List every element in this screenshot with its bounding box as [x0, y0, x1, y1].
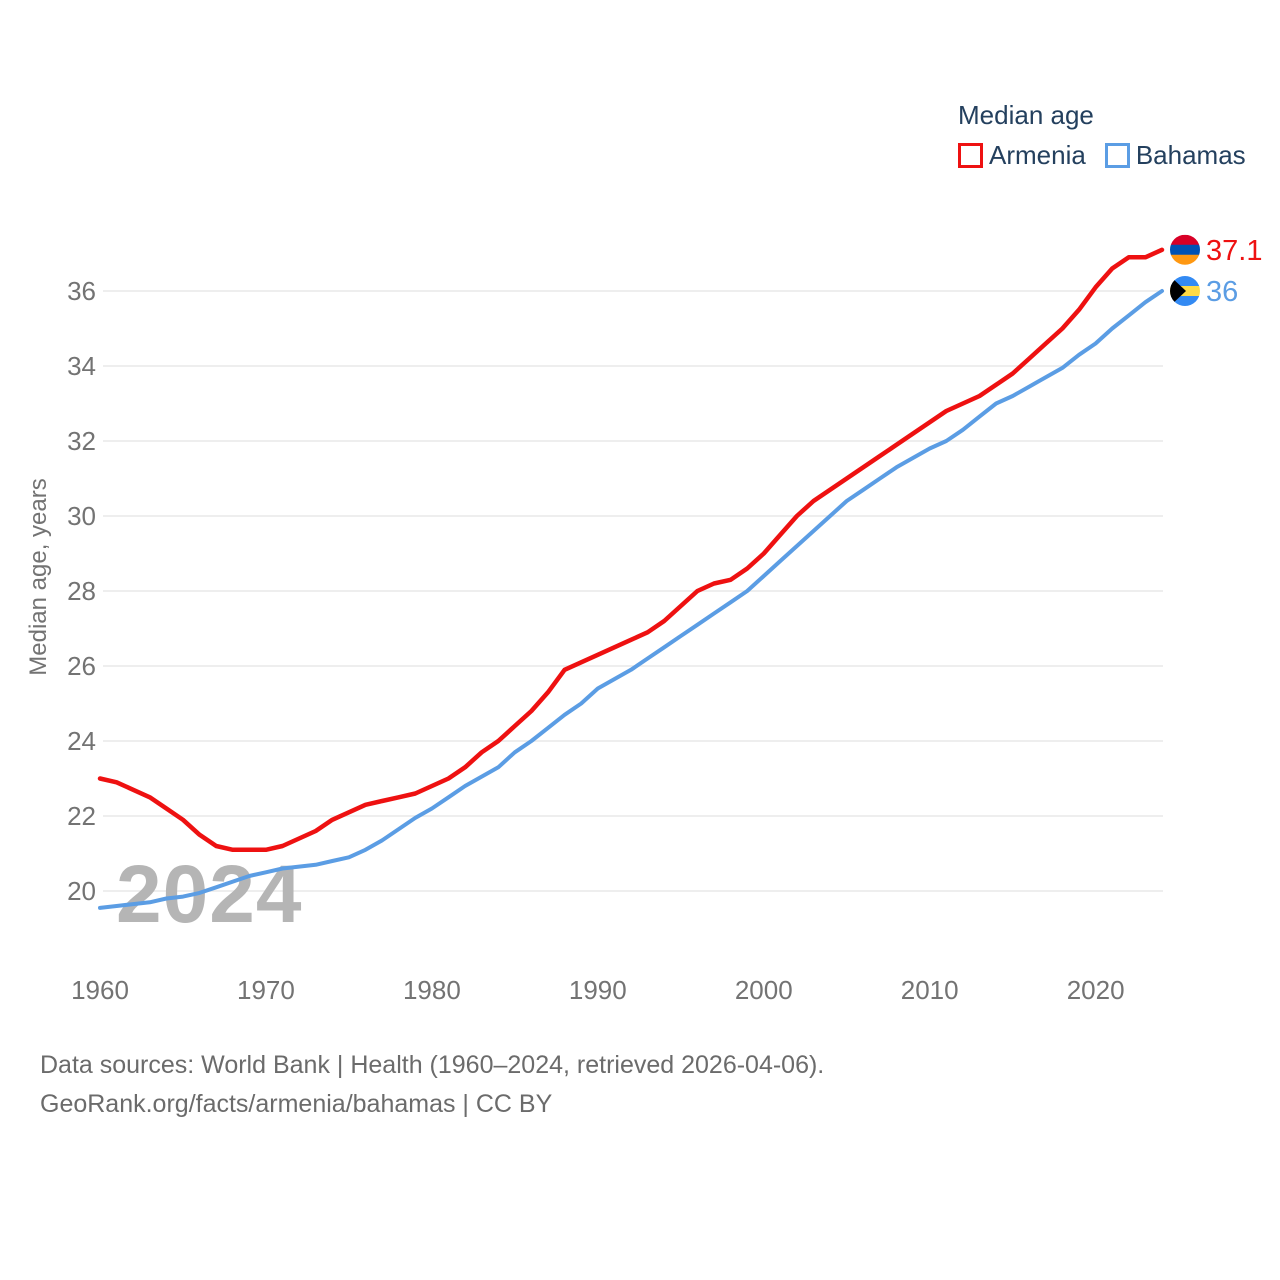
x-tick-1990: 1990 [569, 975, 627, 1005]
legend-item-bahamas-label: Bahamas [1135, 140, 1246, 170]
y-tick-28: 28 [67, 576, 96, 606]
x-tick-1980: 1980 [403, 975, 461, 1005]
series-end-markers: 37.1 36 [1170, 234, 1262, 308]
x-axis-tick-labels: 1960 1970 1980 1990 2000 2010 2020 [71, 975, 1124, 1005]
end-value-armenia: 37.1 [1206, 235, 1262, 267]
legend-title: Median age [958, 100, 1094, 130]
data-sources-line: Data sources: World Bank | Health (1960–… [40, 1051, 825, 1079]
y-tick-24: 24 [67, 726, 96, 756]
y-tick-32: 32 [67, 426, 96, 456]
bahamas-flag-icon [1170, 276, 1200, 306]
series-lines [97, 247, 1165, 910]
legend: Median age Armenia Bahamas [958, 100, 1246, 171]
y-tick-30: 30 [67, 501, 96, 531]
series-line-bahamas [98, 289, 1164, 910]
y-axis-tick-labels: 20 22 24 26 28 30 32 34 36 [67, 276, 96, 906]
series-line-armenia [97, 247, 1165, 853]
plot-area: 2024 20 22 24 26 28 30 32 34 36 1960 1970 1980 1990… [25, 234, 1262, 1005]
y-tick-22: 22 [67, 801, 96, 831]
end-value-bahamas: 36 [1206, 276, 1238, 308]
x-tick-2020: 2020 [1067, 975, 1125, 1005]
legend-items: Armenia Bahamas [958, 140, 1246, 171]
armenia-flag-icon [1170, 234, 1200, 265]
y-tick-20: 20 [67, 876, 96, 906]
bahamas-series-swatch [1104, 143, 1130, 168]
y-tick-26: 26 [67, 651, 96, 681]
watermark-year: 2024 [116, 849, 302, 940]
x-tick-1970: 1970 [237, 975, 295, 1005]
y-tick-36: 36 [67, 276, 96, 306]
legend-item-armenia[interactable]: Armenia [958, 140, 1086, 171]
x-tick-1960: 1960 [71, 975, 129, 1005]
attribution-line: GeoRank.org/facts/armenia/bahamas | CC B… [40, 1090, 553, 1118]
y-tick-34: 34 [67, 351, 96, 381]
gridlines [103, 290, 1163, 892]
x-tick-2010: 2010 [901, 975, 959, 1005]
x-tick-2000: 2000 [735, 975, 793, 1005]
chart-footer: Data sources: World Bank | Health (1960–… [40, 1046, 824, 1124]
legend-item-armenia-label: Armenia [989, 140, 1086, 170]
y-axis-title: Median age, years [25, 478, 52, 675]
legend-item-bahamas[interactable]: Bahamas [1104, 140, 1246, 171]
armenia-series-swatch [958, 143, 983, 168]
